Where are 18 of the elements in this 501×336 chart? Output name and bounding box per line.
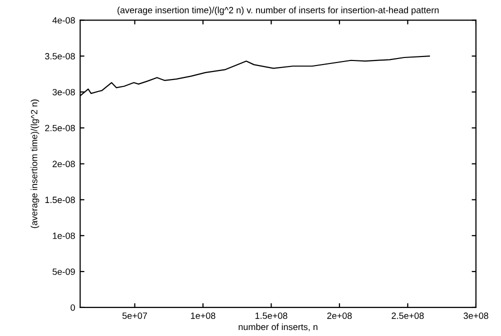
y-tick-label: 2.5e-08 bbox=[45, 124, 75, 132]
x-tick-label: 1.5e+08 bbox=[255, 312, 288, 319]
y-tick-label: 1.5e-08 bbox=[45, 196, 75, 204]
x-tick-label: 1e+08 bbox=[191, 312, 216, 319]
x-tick-label: 5e+07 bbox=[122, 312, 147, 319]
y-tick-label: 0 bbox=[70, 304, 75, 311]
chart-title: (average insertion time)/(lg^2 n) v. number of inserts for insertion-at-head pattern bbox=[118, 6, 439, 16]
y-tick-label: 5e-09 bbox=[52, 268, 75, 275]
x-tick-label: 2e+08 bbox=[327, 312, 352, 319]
y-tick-label: 2e-08 bbox=[52, 160, 75, 168]
y-tick-label: 1e-08 bbox=[52, 232, 75, 239]
y-tick-label: 3.5e-08 bbox=[45, 53, 75, 60]
y-axis-title: (average insertiom time)/(lg^2 n) bbox=[30, 100, 40, 228]
x-axis-title: number of inserts, n bbox=[238, 323, 318, 332]
y-tick-label: 3e-08 bbox=[52, 88, 75, 96]
y-tick-label: 4e-08 bbox=[52, 17, 75, 24]
x-tick-label: 3e+08 bbox=[464, 312, 488, 319]
x-tick-label: 2.5e+08 bbox=[392, 312, 424, 319]
